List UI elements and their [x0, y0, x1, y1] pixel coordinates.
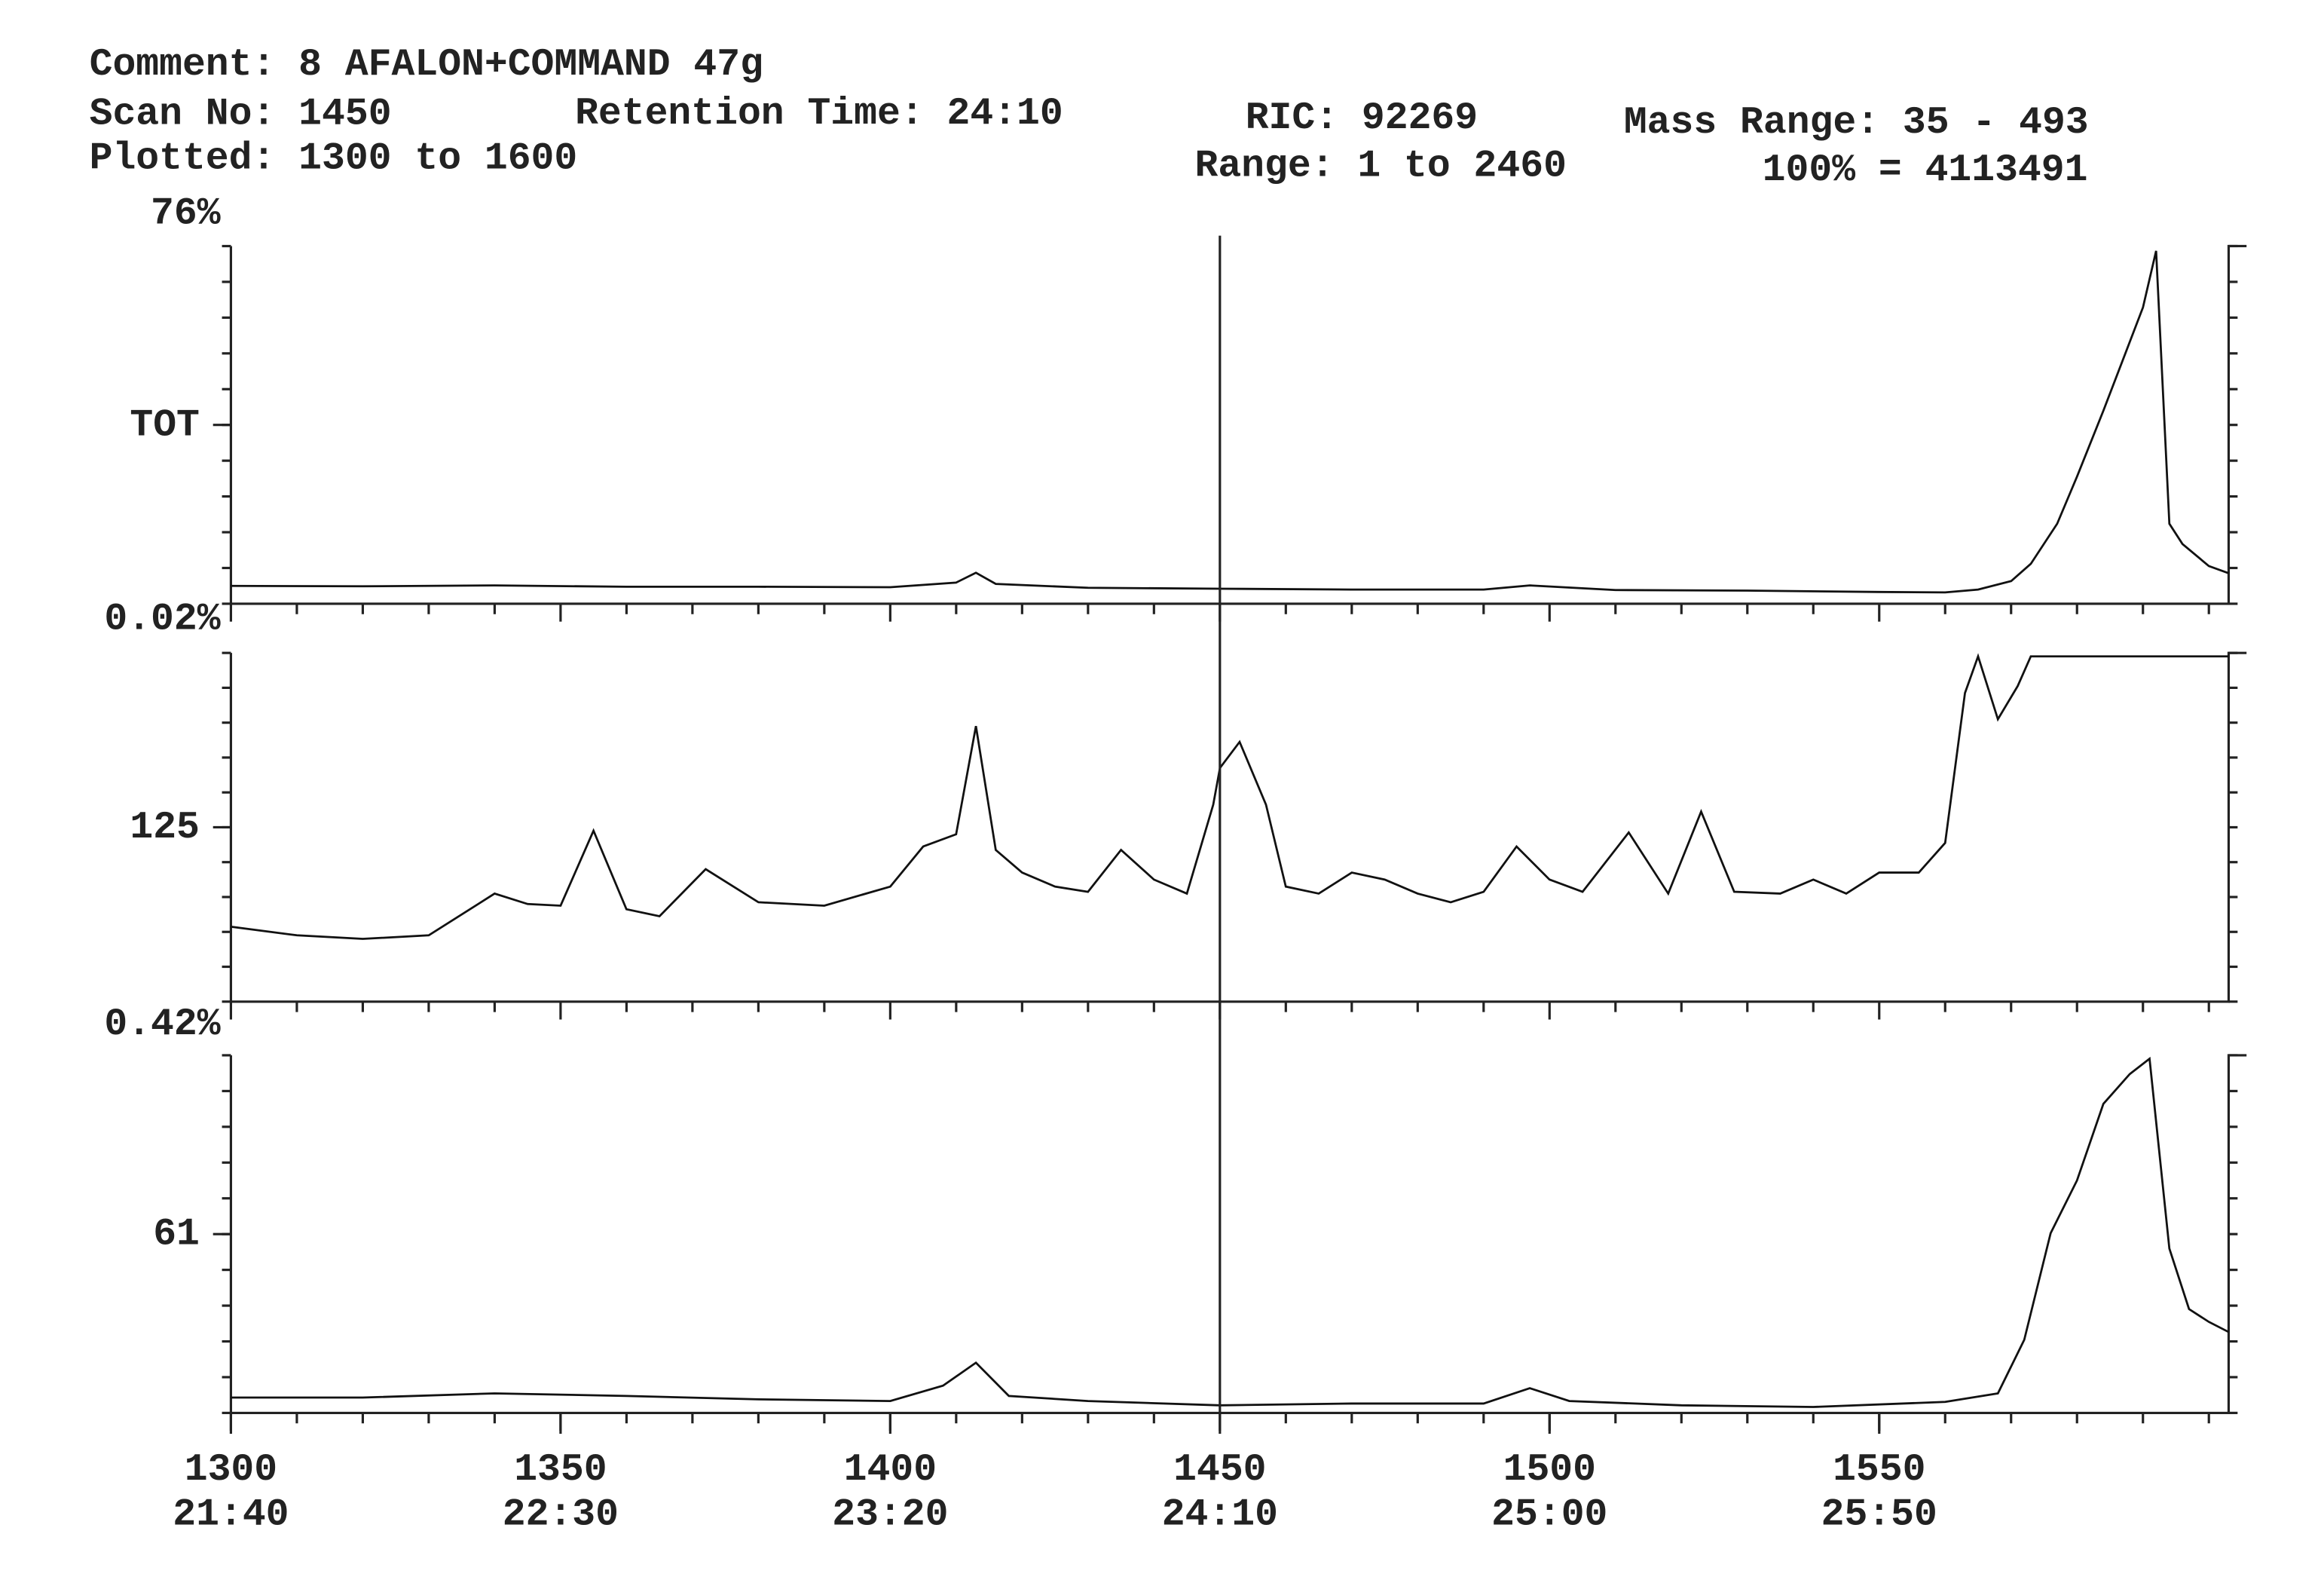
x-tick-label: 1450	[1173, 1448, 1266, 1492]
x-tick-label: 1400	[844, 1448, 937, 1492]
panel-label: 125	[130, 806, 200, 850]
panel-frame	[229, 651, 2247, 1003]
panel-label: 61	[153, 1213, 200, 1257]
trace	[231, 250, 2229, 594]
ric: RIC: 92269	[1246, 96, 1478, 140]
x-time-label: 21:40	[173, 1493, 289, 1536]
plotted: Plotted: 1300 to 1600	[90, 136, 578, 180]
scale-label: 76%	[151, 192, 221, 236]
panel-frame	[229, 1054, 2247, 1414]
x-tick-label: 1550	[1833, 1448, 1925, 1492]
scale-label: 0.42%	[104, 1003, 220, 1046]
panel-label: TOT	[130, 403, 200, 447]
range: Range: 1 to 2460	[1194, 144, 1566, 188]
scan-no-label: Scan No:	[90, 92, 276, 136]
comment: Comment: 8 AFALON+COMMAND 47g	[90, 43, 763, 87]
scale-label: 0.02%	[104, 597, 220, 641]
x-time-label: 23:20	[832, 1493, 948, 1536]
x-tick-label: 1500	[1503, 1448, 1596, 1492]
full-scale: 100% = 4113491	[1763, 148, 2088, 192]
scan-no: Scan No: 1450	[90, 92, 392, 136]
x-time-label: 25:50	[1821, 1493, 1937, 1536]
retention-time: Retention Time: 24:10	[575, 92, 1063, 136]
x-time-label: 22:30	[503, 1493, 619, 1536]
x-time-label: 24:10	[1162, 1493, 1278, 1536]
trace	[231, 653, 2229, 940]
x-tick-label: 1300	[185, 1448, 277, 1492]
trace	[231, 1056, 2230, 1408]
x-tick-label: 1350	[514, 1448, 607, 1492]
mass-range: Mass Range: 35 - 493	[1624, 101, 2089, 145]
scan-no-value: 1450	[298, 92, 391, 136]
x-time-label: 25:00	[1491, 1493, 1607, 1536]
panel-frame	[229, 244, 2247, 605]
